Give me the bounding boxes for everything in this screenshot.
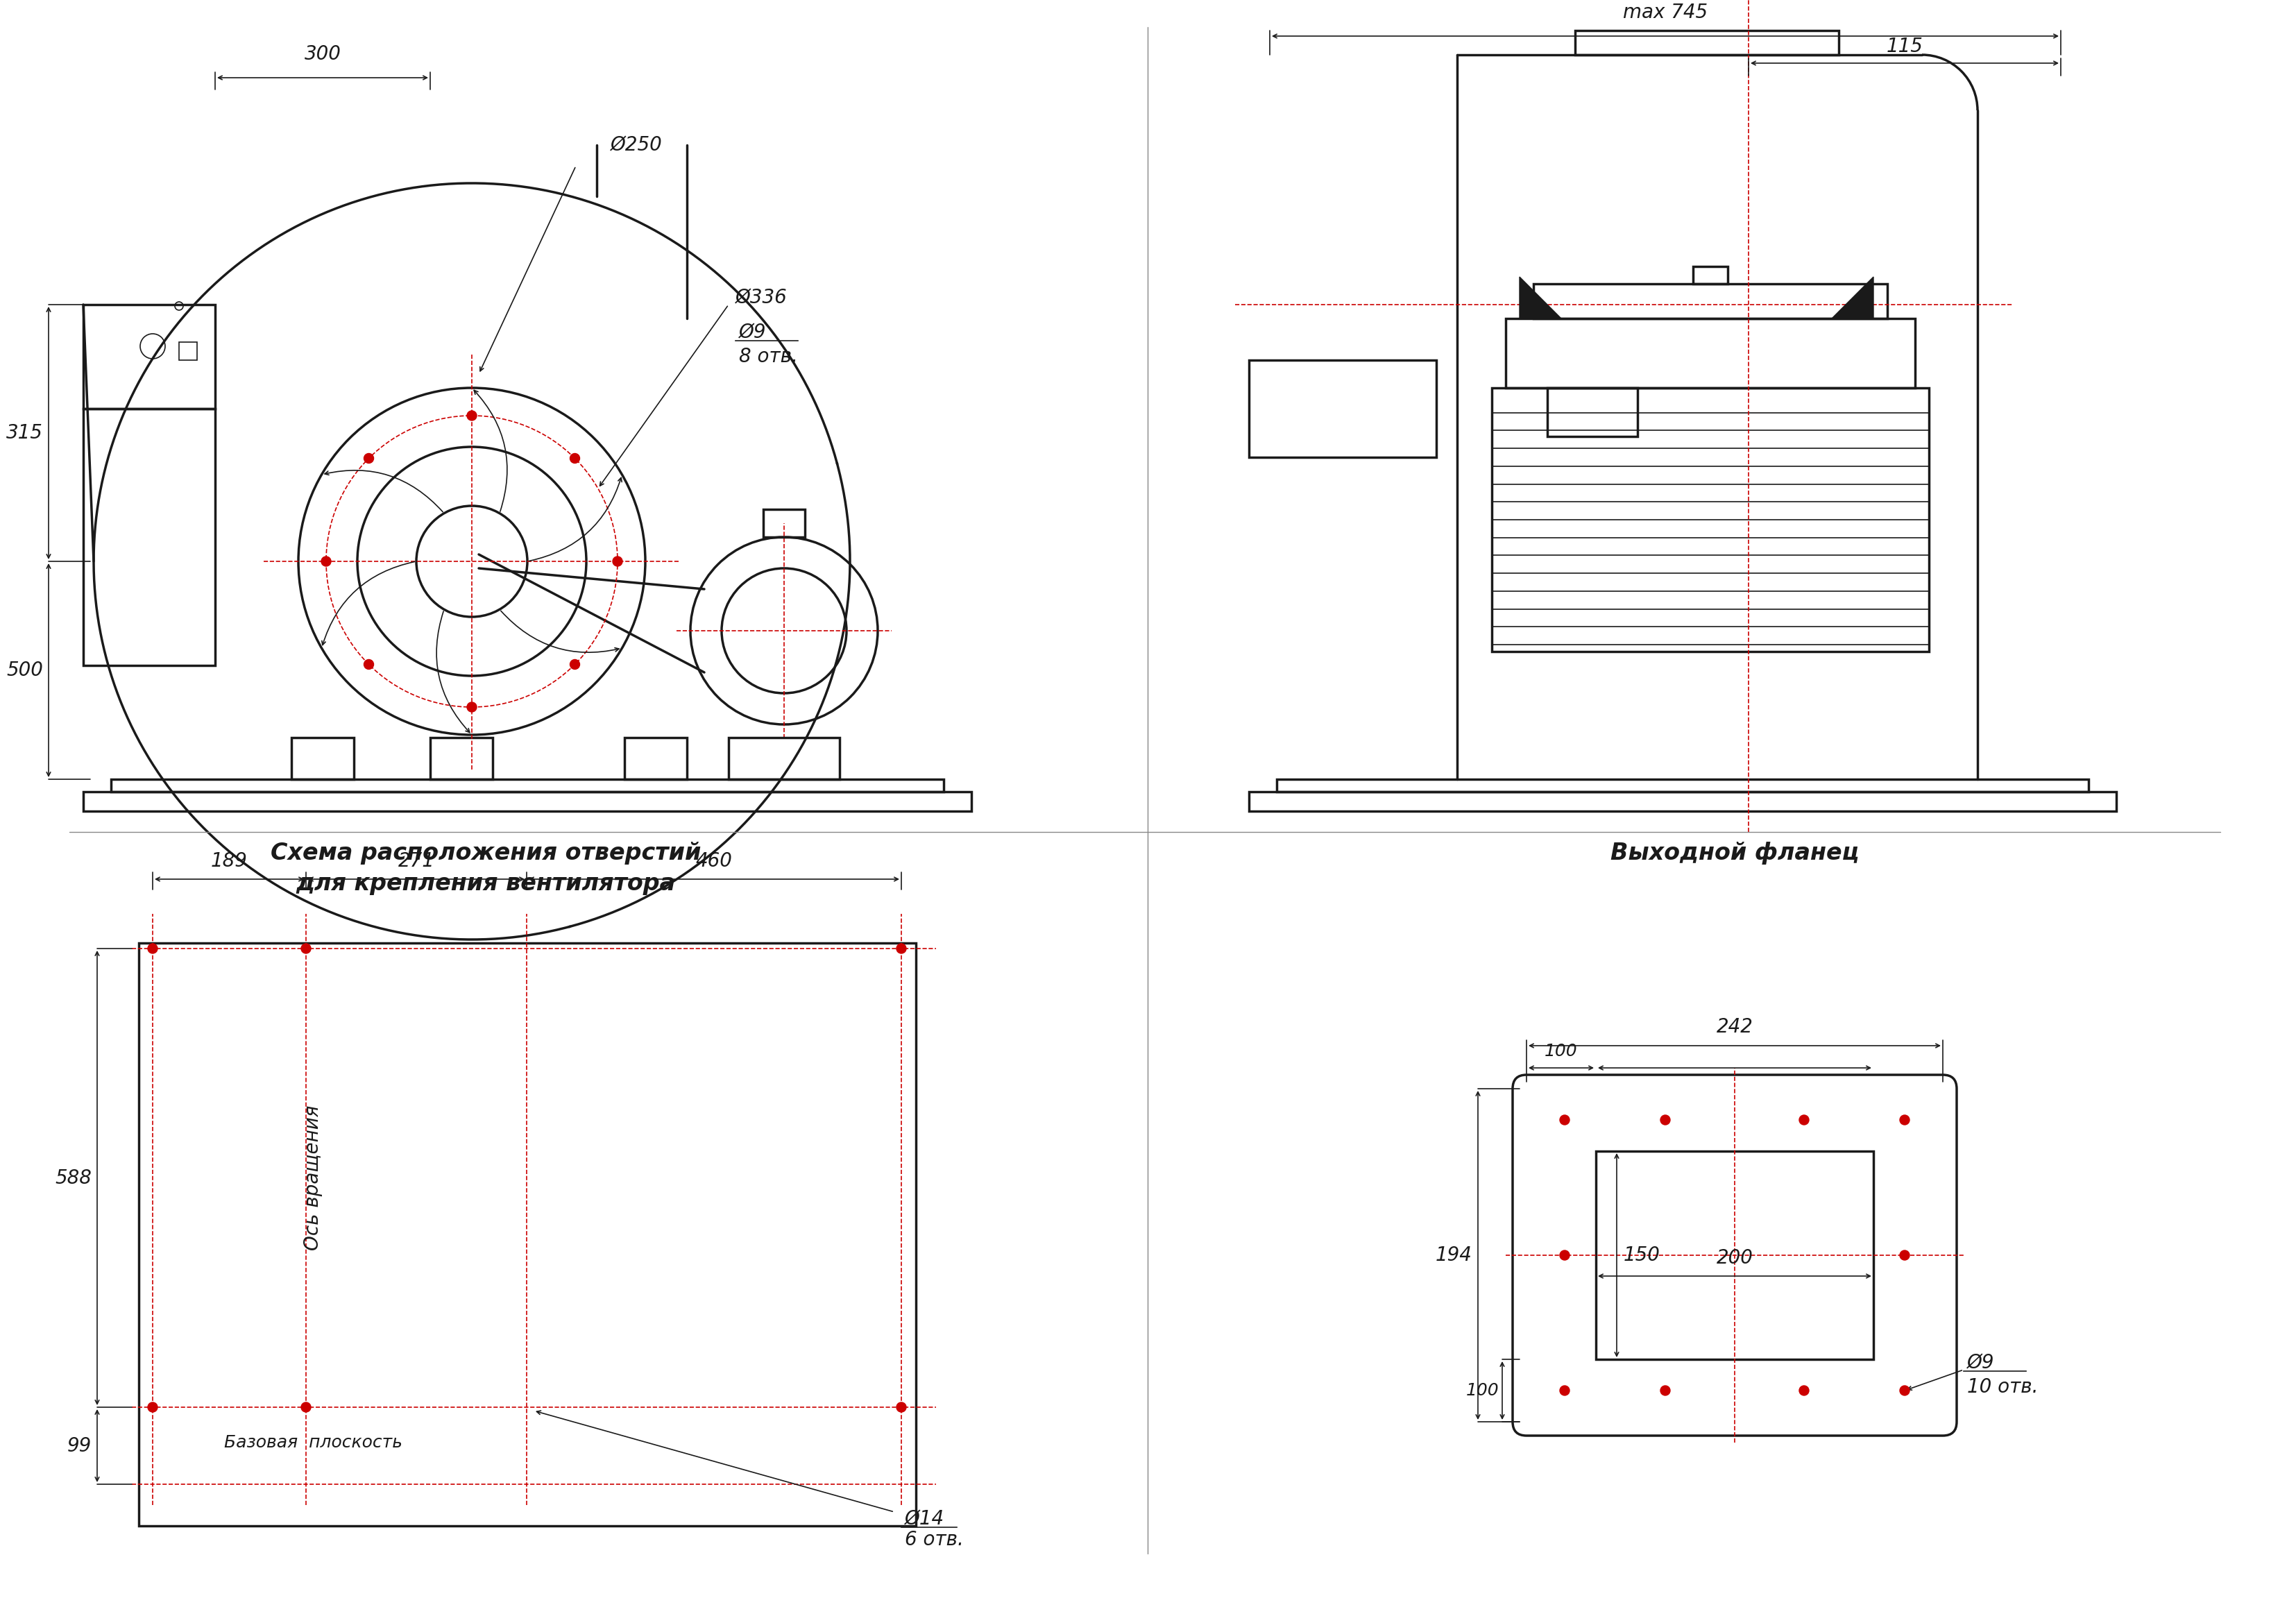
Text: 460: 460 — [696, 852, 732, 872]
Bar — [1596, 1151, 1874, 1360]
Circle shape — [613, 557, 622, 566]
Circle shape — [1800, 1386, 1809, 1396]
Text: 100: 100 — [1545, 1044, 1577, 1060]
Bar — [1249, 360, 1437, 458]
Circle shape — [301, 943, 310, 953]
Text: для крепления вентилятора: для крепления вентилятора — [296, 873, 675, 896]
Text: 200: 200 — [1717, 1248, 1754, 1268]
Circle shape — [365, 453, 374, 463]
Bar — [138, 943, 916, 1526]
Text: 150: 150 — [1623, 1245, 1660, 1264]
Text: Базовая  плоскость: Базовая плоскость — [223, 1433, 402, 1451]
Bar — [1575, 31, 1839, 55]
Text: Ø14: Ø14 — [905, 1509, 944, 1529]
Circle shape — [147, 1402, 158, 1412]
Bar — [1249, 792, 2117, 812]
Bar — [83, 409, 216, 665]
Text: Ø9: Ø9 — [1968, 1354, 1995, 1373]
Bar — [83, 305, 216, 409]
Text: Ø250: Ø250 — [611, 135, 664, 154]
Circle shape — [1899, 1250, 1910, 1259]
Bar — [83, 792, 971, 812]
Text: 8 отв.: 8 отв. — [739, 347, 797, 367]
Bar — [1492, 388, 1929, 651]
Circle shape — [1559, 1386, 1570, 1396]
Circle shape — [569, 453, 579, 463]
Text: max 745: max 745 — [1623, 3, 1708, 23]
Circle shape — [1899, 1115, 1910, 1125]
Bar — [625, 737, 687, 779]
Bar — [728, 737, 840, 779]
Bar — [179, 342, 197, 360]
Bar — [110, 779, 944, 792]
Text: 315: 315 — [7, 424, 44, 443]
Text: 588: 588 — [55, 1169, 92, 1188]
Bar — [1277, 779, 2089, 792]
Text: 115: 115 — [1887, 37, 1924, 57]
Text: 99: 99 — [67, 1436, 92, 1456]
Text: Выходной фланец: Выходной фланец — [1609, 841, 1860, 863]
Text: 300: 300 — [305, 44, 342, 63]
Text: Ø336: Ø336 — [735, 287, 788, 307]
Circle shape — [1559, 1115, 1570, 1125]
Circle shape — [1559, 1250, 1570, 1259]
Text: 271: 271 — [397, 852, 434, 872]
Circle shape — [895, 1402, 907, 1412]
Circle shape — [1800, 1115, 1809, 1125]
Text: 6 отв.: 6 отв. — [905, 1530, 964, 1550]
Bar — [1548, 388, 1637, 437]
Circle shape — [1660, 1386, 1669, 1396]
Bar — [429, 737, 494, 779]
Circle shape — [365, 659, 374, 669]
Text: 100: 100 — [1465, 1383, 1499, 1399]
Circle shape — [466, 703, 478, 712]
Text: Ø9: Ø9 — [739, 323, 767, 342]
Text: 189: 189 — [211, 852, 248, 872]
Circle shape — [466, 411, 478, 420]
Bar — [292, 737, 354, 779]
Bar — [1534, 284, 1887, 318]
Text: Ось вращения: Ось вращения — [303, 1105, 324, 1251]
Circle shape — [301, 1402, 310, 1412]
Circle shape — [569, 659, 579, 669]
Text: 194: 194 — [1435, 1245, 1472, 1264]
Text: 10 отв.: 10 отв. — [1968, 1378, 2039, 1397]
Text: Схема расположения отверстий: Схема расположения отверстий — [271, 841, 700, 863]
Circle shape — [147, 943, 158, 953]
Circle shape — [1899, 1386, 1910, 1396]
Text: 500: 500 — [7, 661, 44, 680]
Polygon shape — [1832, 278, 1874, 318]
Bar — [1692, 266, 1727, 284]
Circle shape — [321, 557, 331, 566]
Circle shape — [1660, 1115, 1669, 1125]
Circle shape — [895, 943, 907, 953]
Polygon shape — [1520, 278, 1561, 318]
Bar — [1506, 318, 1915, 388]
Text: 242: 242 — [1717, 1018, 1754, 1037]
Bar — [762, 510, 806, 537]
